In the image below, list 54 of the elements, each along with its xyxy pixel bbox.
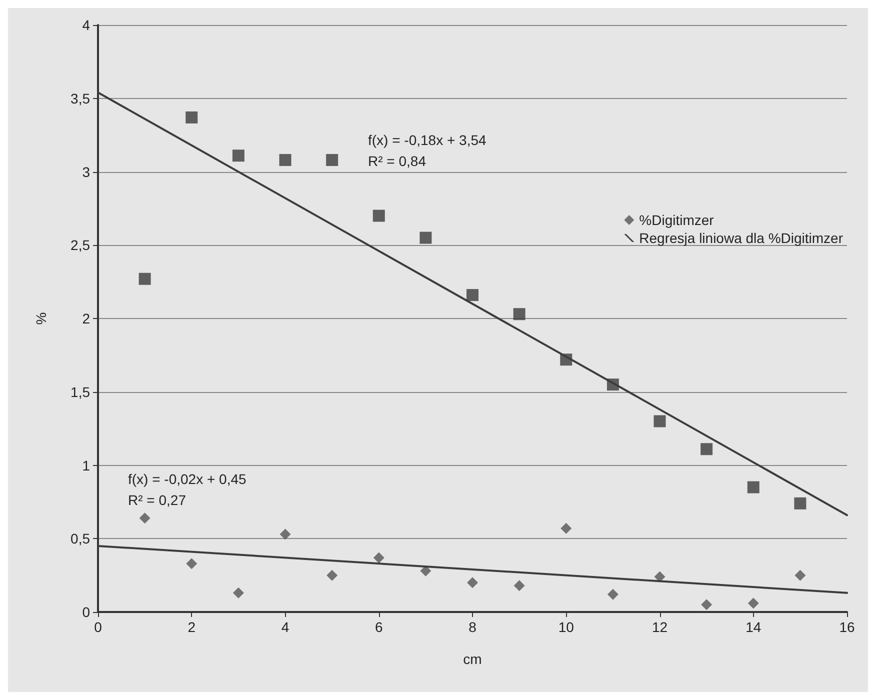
point bbox=[513, 308, 526, 320]
point bbox=[280, 528, 291, 540]
x-tick-label: 2 bbox=[188, 619, 196, 635]
x-tick-label: 6 bbox=[374, 619, 383, 635]
y-tick-label: 0,5 bbox=[70, 530, 90, 547]
legend-label: %Digitimzer bbox=[639, 212, 714, 228]
x-tick-label: 14 bbox=[746, 619, 762, 635]
point bbox=[373, 552, 384, 564]
point bbox=[747, 481, 760, 494]
point bbox=[326, 570, 338, 581]
point bbox=[654, 571, 666, 582]
point bbox=[560, 522, 572, 534]
y-tick-label: 2 bbox=[82, 310, 90, 326]
point bbox=[186, 111, 198, 124]
point bbox=[514, 580, 525, 592]
y-tick-label: 1 bbox=[82, 457, 90, 474]
point bbox=[186, 558, 198, 570]
y-axis-title: % bbox=[33, 312, 49, 325]
point bbox=[279, 154, 292, 166]
x-axis-title: cm bbox=[463, 651, 482, 667]
point bbox=[467, 577, 478, 588]
point bbox=[138, 272, 151, 285]
x-tick-label: 16 bbox=[839, 619, 855, 635]
point bbox=[654, 415, 666, 428]
x-tick-label: 4 bbox=[281, 619, 290, 635]
point bbox=[794, 570, 806, 581]
y-tick-label: 4 bbox=[82, 17, 90, 33]
y-tick-label: 1,5 bbox=[70, 384, 90, 400]
point bbox=[326, 154, 338, 166]
annotation: f(x) = -0,02x + 0,45 bbox=[128, 471, 246, 487]
point bbox=[700, 443, 713, 456]
y-tick-label: 3,5 bbox=[70, 90, 90, 106]
point bbox=[701, 599, 712, 610]
annotation: f(x) = -0,18x + 3,54 bbox=[368, 132, 486, 148]
point bbox=[420, 565, 432, 576]
x-tick-label: 10 bbox=[558, 619, 574, 635]
x-tick-label: 12 bbox=[652, 619, 668, 635]
legend-label: Regresja liniowa dla %Digitimzer bbox=[639, 230, 844, 246]
point bbox=[232, 150, 244, 162]
y-tick-label: 2,5 bbox=[70, 237, 90, 254]
point bbox=[466, 289, 478, 302]
point bbox=[607, 588, 618, 600]
annotation: R² = 0,27 bbox=[128, 492, 186, 508]
point bbox=[372, 210, 385, 222]
point bbox=[139, 512, 150, 524]
point bbox=[748, 598, 759, 609]
point bbox=[420, 232, 432, 244]
annotation: R² = 0,84 bbox=[368, 153, 426, 169]
x-tick-label: 8 bbox=[468, 619, 477, 635]
point bbox=[794, 497, 806, 510]
x-tick-label: 0 bbox=[94, 619, 102, 635]
point bbox=[232, 587, 244, 598]
y-tick-label: 0 bbox=[82, 604, 90, 620]
y-tick-label: 3 bbox=[82, 164, 90, 180]
